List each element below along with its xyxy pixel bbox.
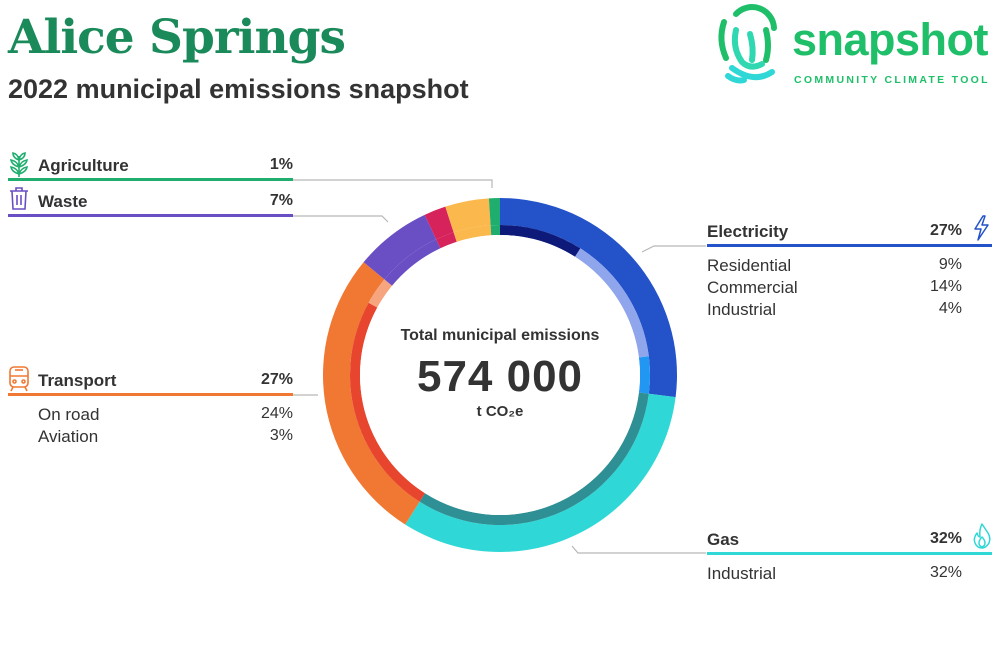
legend-gas: Gas 32% Industrial 32% — [707, 523, 992, 583]
legend-sub-pct: 32% — [929, 564, 962, 581]
total-label: Total municipal emissions — [400, 327, 600, 344]
bin-icon — [10, 187, 28, 210]
legend-sub-pct: 3% — [269, 427, 293, 444]
slice-agriculture — [488, 198, 500, 226]
legend-sub-label: Residential — [707, 256, 792, 275]
legend-electricity-name: Electricity — [707, 222, 789, 241]
leader-gas — [571, 545, 706, 554]
sub-slice-agriculture — [490, 225, 500, 236]
sub-slice-electricity-commercial — [575, 248, 649, 358]
legend-transport: Transport 27% On road 24% Aviation 3% — [8, 366, 293, 446]
legend-transport-name: Transport — [38, 371, 117, 390]
legend-agriculture: Agriculture 1% — [8, 152, 293, 181]
donut-hole — [360, 235, 640, 515]
sub-slice-transport-aviation — [368, 279, 393, 308]
total-value: 574 000 — [416, 352, 584, 401]
legend-agriculture-rule — [8, 178, 293, 181]
legend-waste-rule — [8, 214, 293, 217]
legend-agriculture-pct: 1% — [269, 156, 293, 173]
slice-gas — [405, 393, 676, 552]
legend-waste-pct: 7% — [269, 192, 293, 209]
legend-sub-pct: 14% — [929, 278, 962, 295]
slice-other — [445, 198, 491, 233]
legend-gas-rule — [707, 552, 992, 555]
slice-waste — [363, 214, 437, 280]
lightning-icon — [974, 215, 989, 241]
slice-industrial-processes — [424, 206, 454, 240]
legend-sub-row: Aviation 3% — [8, 424, 293, 446]
legend-transport-pct: 27% — [260, 371, 293, 388]
legend-sub-label: Industrial — [707, 564, 776, 583]
legend-transport-rule — [8, 393, 293, 396]
snapshot-logo: snapshot COMMUNITY CLIMATE TOOL — [714, 0, 1000, 90]
page-subtitle: 2022 municipal emissions snapshot — [8, 74, 469, 104]
legend-gas-name: Gas — [707, 530, 740, 549]
leader-agriculture — [293, 179, 493, 188]
slice-electricity — [500, 198, 677, 398]
sub-slice-gas-industrial — [419, 392, 649, 526]
legend-electricity-rule — [707, 244, 992, 247]
sub-slice-other — [453, 225, 492, 242]
legend-electricity: Electricity 27% Residential 9% Commercia… — [707, 215, 992, 319]
slice-transport — [322, 262, 420, 525]
fingerprint-icon — [718, 4, 777, 84]
legend-gas-pct: 32% — [929, 530, 962, 547]
legend-sub-pct: 9% — [938, 256, 962, 273]
logo-wordmark: snapshot — [792, 14, 989, 65]
plant-icon — [9, 152, 29, 177]
sub-slice-electricity-industrial — [638, 356, 650, 394]
sub-slice-electricity-residential — [500, 225, 581, 257]
total-unit: t CO₂e — [476, 403, 524, 420]
sub-slice-waste — [384, 239, 441, 286]
legend-sub-pct: 4% — [938, 300, 962, 317]
leader-electricity — [641, 245, 706, 253]
legend-sub-label: On road — [38, 405, 100, 424]
sub-slice-transport-on-road — [349, 302, 425, 502]
logo-tagline: COMMUNITY CLIMATE TOOL — [794, 74, 990, 86]
legend-sub-row: Commercial 14% — [707, 275, 962, 297]
legend-sub-pct: 24% — [260, 405, 293, 422]
flame-icon — [973, 523, 991, 549]
legend-sub-label: Industrial — [707, 300, 776, 319]
legend-sub-row: Industrial 32% — [707, 561, 962, 583]
legend-sub-row: Industrial 4% — [707, 297, 962, 319]
legend-agriculture-name: Agriculture — [38, 156, 129, 175]
legend-sub-label: Aviation — [38, 427, 99, 446]
legend-sub-row: On road 24% — [8, 402, 293, 424]
legend-waste-name: Waste — [38, 192, 88, 211]
sub-slice-industrial-processes — [436, 232, 457, 249]
legend-electricity-pct: 27% — [929, 222, 962, 239]
page-title: Alice Springs — [8, 10, 346, 65]
legend-sub-row: Residential 9% — [707, 253, 962, 275]
train-icon — [9, 366, 29, 392]
legend-waste: Waste 7% — [8, 187, 293, 217]
leader-waste — [293, 215, 389, 223]
legend-sub-label: Commercial — [707, 278, 798, 297]
